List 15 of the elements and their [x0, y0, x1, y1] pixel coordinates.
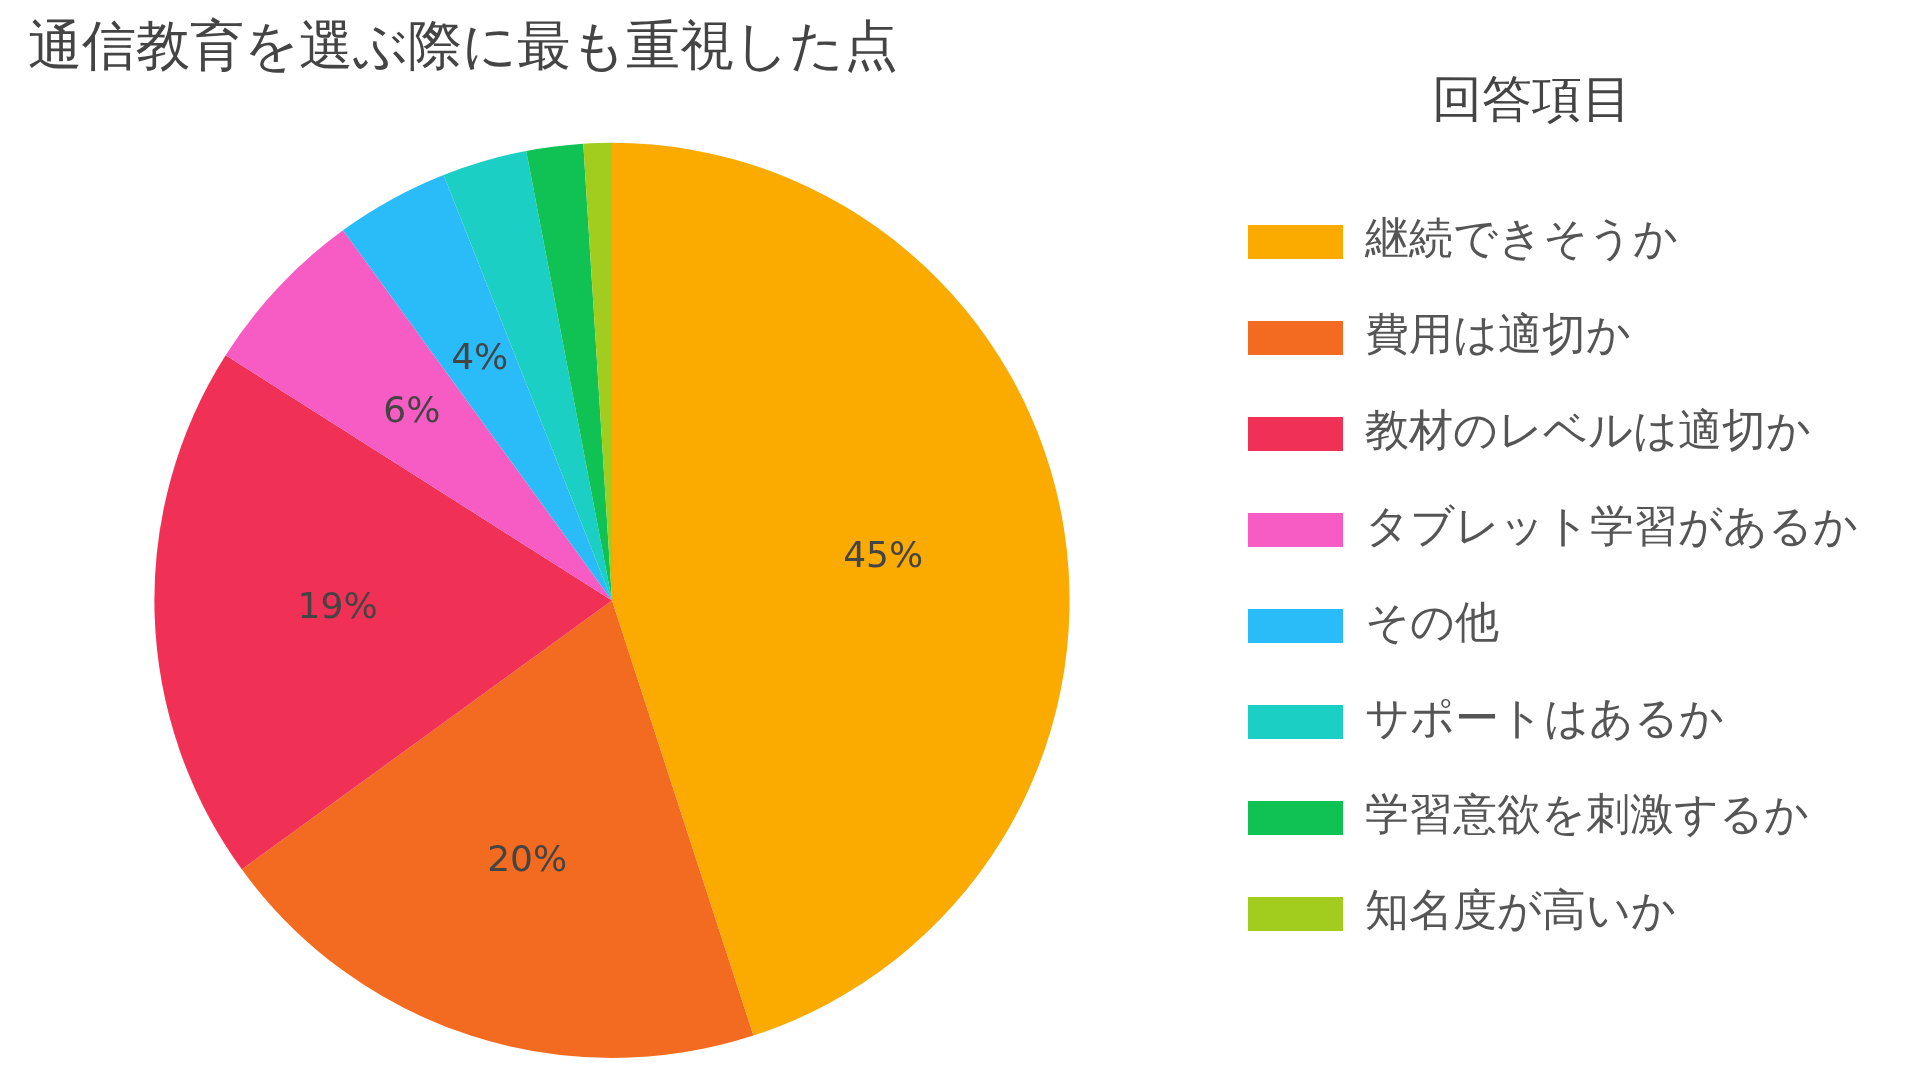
data-label: 45%: [843, 533, 924, 575]
data-label: 4%: [451, 336, 509, 378]
legend-label: 教材のレベルは適切か: [1365, 404, 1811, 456]
legend-label: 知名度が高いか: [1365, 884, 1676, 936]
legend-label: 費用は適切か: [1365, 308, 1631, 360]
legend-title: 回答項目: [1432, 69, 1632, 128]
legend-label: 継続できそうか: [1364, 212, 1678, 264]
legend-label: タブレット学習があるか: [1365, 500, 1858, 552]
legend-label: 学習意欲を刺激するか: [1365, 788, 1809, 840]
data-label: 20%: [487, 837, 568, 879]
data-label: 6%: [383, 388, 441, 430]
data-label: 19%: [297, 585, 378, 627]
legend-label: その他: [1365, 596, 1499, 648]
chart-title: 通信教育を選ぶ際に最も重視した点: [28, 14, 898, 78]
legend-label: サポートはあるか: [1365, 692, 1724, 744]
